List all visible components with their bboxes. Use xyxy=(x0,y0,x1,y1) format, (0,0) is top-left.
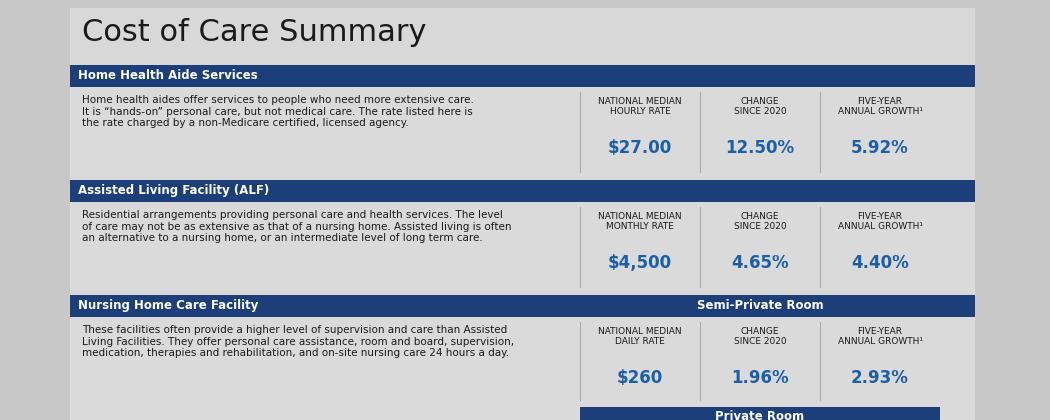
Text: 12.50%: 12.50% xyxy=(726,139,795,157)
Text: $4,500: $4,500 xyxy=(608,254,672,272)
Text: FIVE-YEAR
ANNUAL GROWTH¹: FIVE-YEAR ANNUAL GROWTH¹ xyxy=(838,327,923,346)
Text: Assisted Living Facility (ALF): Assisted Living Facility (ALF) xyxy=(78,184,269,197)
Text: 5.92%: 5.92% xyxy=(852,139,909,157)
Text: CHANGE
SINCE 2020: CHANGE SINCE 2020 xyxy=(734,327,786,346)
Text: 4.40%: 4.40% xyxy=(852,254,909,272)
Text: CHANGE
SINCE 2020: CHANGE SINCE 2020 xyxy=(734,212,786,231)
Bar xyxy=(70,8,975,380)
Text: Home Health Aide Services: Home Health Aide Services xyxy=(78,69,257,82)
Text: FIVE-YEAR
ANNUAL GROWTH¹: FIVE-YEAR ANNUAL GROWTH¹ xyxy=(838,97,923,116)
Text: Cost of Care Summary: Cost of Care Summary xyxy=(82,18,426,47)
Bar xyxy=(70,180,975,202)
Bar xyxy=(70,87,975,177)
Text: NATIONAL MEDIAN
MONTHLY RATE: NATIONAL MEDIAN MONTHLY RATE xyxy=(598,212,681,231)
Text: CHANGE
SINCE 2020: CHANGE SINCE 2020 xyxy=(734,97,786,116)
Text: $27.00: $27.00 xyxy=(608,139,672,157)
Text: Home health aides offer services to people who need more extensive care.
It is “: Home health aides offer services to peop… xyxy=(82,95,474,128)
Text: Semi-Private Room: Semi-Private Room xyxy=(697,299,823,312)
Text: Private Room: Private Room xyxy=(715,410,804,420)
Text: NATIONAL MEDIAN
HOURLY RATE: NATIONAL MEDIAN HOURLY RATE xyxy=(598,97,681,116)
Bar xyxy=(70,295,975,317)
Text: Residential arrangements providing personal care and health services. The level
: Residential arrangements providing perso… xyxy=(82,210,511,243)
Bar xyxy=(70,317,975,420)
Text: 4.65%: 4.65% xyxy=(731,254,789,272)
Text: $260: $260 xyxy=(617,369,664,387)
Bar xyxy=(70,65,975,87)
Bar xyxy=(580,407,940,420)
Text: NATIONAL MEDIAN
DAILY RATE: NATIONAL MEDIAN DAILY RATE xyxy=(598,327,681,346)
Bar xyxy=(70,202,975,292)
Text: FIVE-YEAR
ANNUAL GROWTH¹: FIVE-YEAR ANNUAL GROWTH¹ xyxy=(838,212,923,231)
Text: Nursing Home Care Facility: Nursing Home Care Facility xyxy=(78,299,258,312)
Text: These facilities often provide a higher level of supervision and care than Assis: These facilities often provide a higher … xyxy=(82,325,514,358)
Text: 2.93%: 2.93% xyxy=(852,369,909,387)
Text: 1.96%: 1.96% xyxy=(731,369,789,387)
